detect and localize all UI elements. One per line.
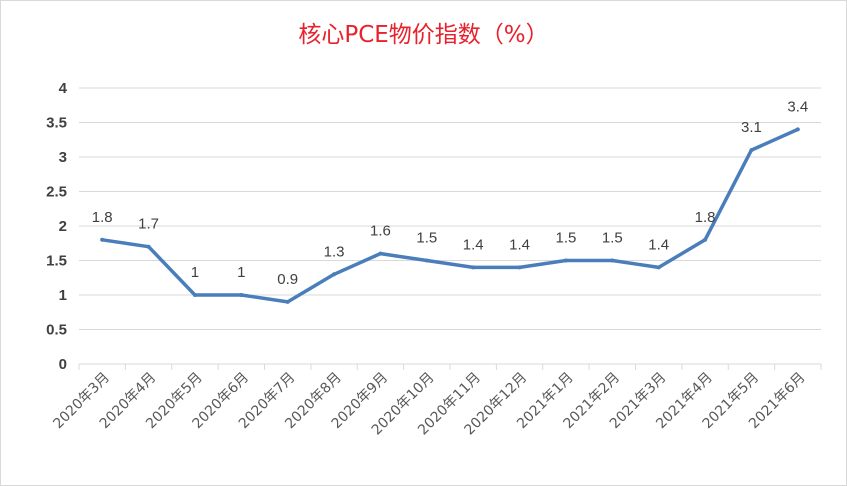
data-label: 3.4: [787, 98, 808, 115]
data-label: 1.5: [556, 230, 577, 247]
data-point: [192, 293, 197, 297]
data-point: [749, 148, 754, 153]
data-point: [100, 237, 105, 242]
data-label: 1.8: [695, 209, 716, 226]
data-label: 1: [191, 264, 199, 281]
y-tick-label: 0.5: [46, 322, 67, 339]
data-point: [610, 258, 615, 263]
data-point: [378, 251, 383, 256]
y-tick-label: 0: [59, 356, 67, 373]
data-point: [795, 127, 800, 132]
data-label: 1.4: [463, 236, 484, 253]
y-tick-label: 3: [59, 149, 67, 166]
data-label: 1.7: [138, 216, 159, 233]
y-tick-label: 1: [59, 287, 67, 304]
data-label: 1.5: [602, 230, 623, 247]
data-label: 1.3: [324, 243, 345, 260]
y-tick-label: 2.5: [46, 184, 67, 201]
data-point: [471, 265, 476, 270]
data-point: [332, 272, 337, 277]
data-label: 1.8: [92, 209, 113, 226]
data-label: 3.1: [741, 119, 762, 136]
data-point: [656, 265, 661, 270]
data-point: [424, 258, 429, 263]
data-point: [517, 265, 522, 270]
y-tick-label: 4: [59, 80, 68, 97]
data-point: [563, 258, 568, 263]
y-tick-label: 3.5: [46, 115, 67, 132]
series-line: [100, 127, 800, 304]
data-label: 1.4: [509, 236, 530, 253]
data-label: 0.9: [277, 271, 298, 288]
data-point: [285, 299, 290, 304]
data-label: 1.6: [370, 223, 391, 240]
y-tick-label: 2: [59, 218, 67, 235]
data-label: 1: [237, 264, 245, 281]
chart-title: 核心PCE物价指数（%）: [298, 22, 549, 48]
y-tick-label: 1.5: [46, 253, 67, 270]
data-point: [703, 237, 708, 242]
data-point: [146, 244, 151, 249]
data-point: [239, 293, 244, 297]
data-label: 1.5: [416, 230, 437, 247]
data-label: 1.4: [648, 236, 669, 253]
